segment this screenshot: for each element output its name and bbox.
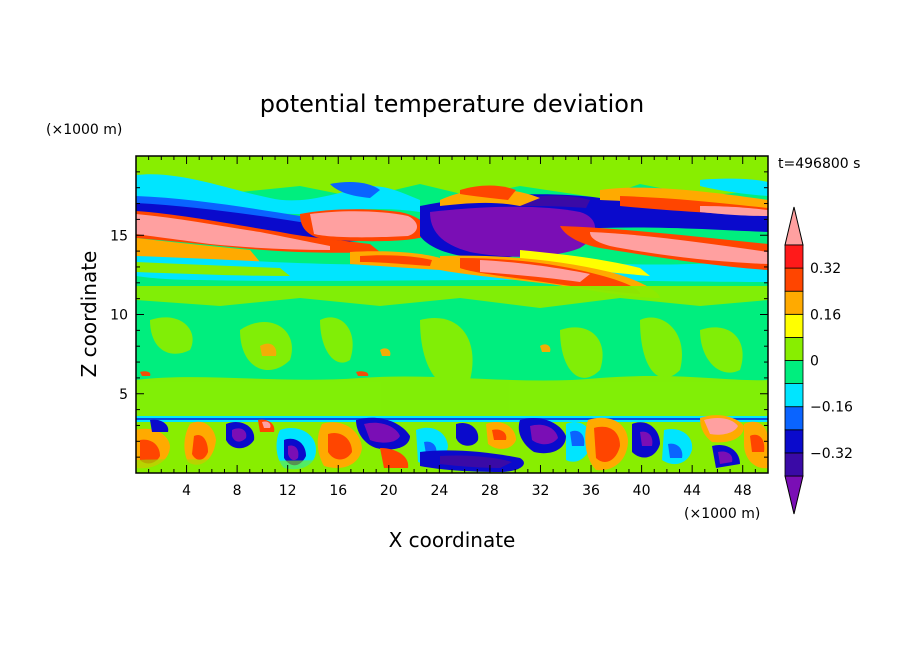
y-axis-ticks: 5 10 15 [110, 171, 768, 458]
x-tick-label: 8 [233, 483, 242, 499]
colorbar-swatch [784, 429, 804, 454]
colorbar-swatch [784, 290, 804, 315]
chart-title: potential temperature deviation [260, 90, 644, 118]
colorbar-swatch [784, 406, 804, 431]
colorbar-extend-max [784, 206, 804, 246]
colorbar-swatch [784, 244, 804, 269]
colorbar-swatch [784, 383, 804, 408]
y-tick-label: 15 [110, 228, 128, 244]
colorbar-swatch [784, 336, 804, 361]
colorbar-swatch [784, 360, 804, 385]
x-tick-label: 20 [380, 483, 398, 499]
mid-layer-texture [136, 286, 768, 416]
y-unit-label: (×1000 m) [46, 122, 122, 138]
y-tick-label: 5 [119, 387, 128, 403]
x-unit-label: (×1000 m) [684, 506, 760, 522]
x-tick-label: 36 [582, 483, 600, 499]
colorbar-extend-min [784, 475, 804, 515]
x-tick-label: 28 [481, 483, 499, 499]
boundary-layer-cells [136, 415, 768, 473]
x-tick-label: 32 [532, 483, 550, 499]
x-tick-label: 40 [633, 483, 651, 499]
colorbar-swatch [784, 452, 804, 477]
time-label: t=496800 s [778, 156, 860, 172]
x-tick-label: 12 [279, 483, 297, 499]
upper-layer-patches [136, 156, 768, 298]
colorbar-tick-label: 0.32 [810, 261, 841, 277]
x-tick-label: 44 [683, 483, 701, 499]
y-axis-label: Z coordinate [77, 251, 101, 378]
heatmap-field [136, 156, 768, 473]
colorbar-swatch [784, 267, 804, 292]
x-tick-label: 4 [182, 483, 191, 499]
x-axis-label: X coordinate [389, 528, 516, 552]
x-tick-label: 24 [430, 483, 448, 499]
colorbar-tick-label: −0.16 [810, 400, 853, 416]
colorbar: −0.32 −0.16 0 0.16 0.32 [784, 206, 853, 515]
colorbar-tick-label: 0 [810, 354, 819, 370]
x-tick-label: 16 [329, 483, 347, 499]
x-tick-label: 48 [734, 483, 752, 499]
colorbar-tick-label: 0.16 [810, 307, 841, 323]
colorbar-tick-label: −0.32 [810, 446, 853, 462]
x-axis-ticks: 4 8 12 16 20 24 28 32 36 40 44 48 [148, 156, 756, 499]
colorbar-swatch [784, 313, 804, 338]
y-tick-label: 10 [110, 308, 128, 324]
